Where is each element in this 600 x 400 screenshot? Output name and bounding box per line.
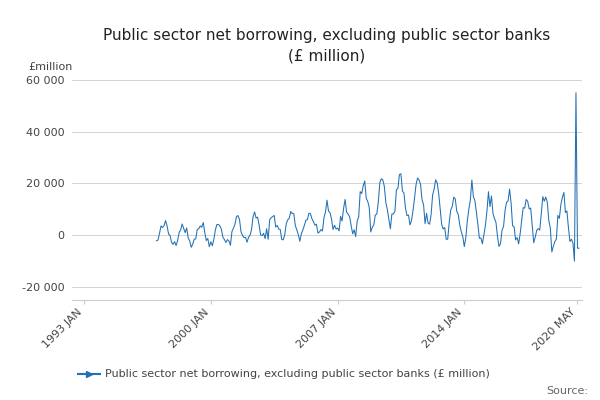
Text: £million: £million <box>29 62 73 72</box>
Text: Source:: Source: <box>546 386 588 396</box>
Title: Public sector net borrowing, excluding public sector banks
(£ million): Public sector net borrowing, excluding p… <box>103 28 551 64</box>
Legend: Public sector net borrowing, excluding public sector banks (£ million): Public sector net borrowing, excluding p… <box>77 369 490 379</box>
